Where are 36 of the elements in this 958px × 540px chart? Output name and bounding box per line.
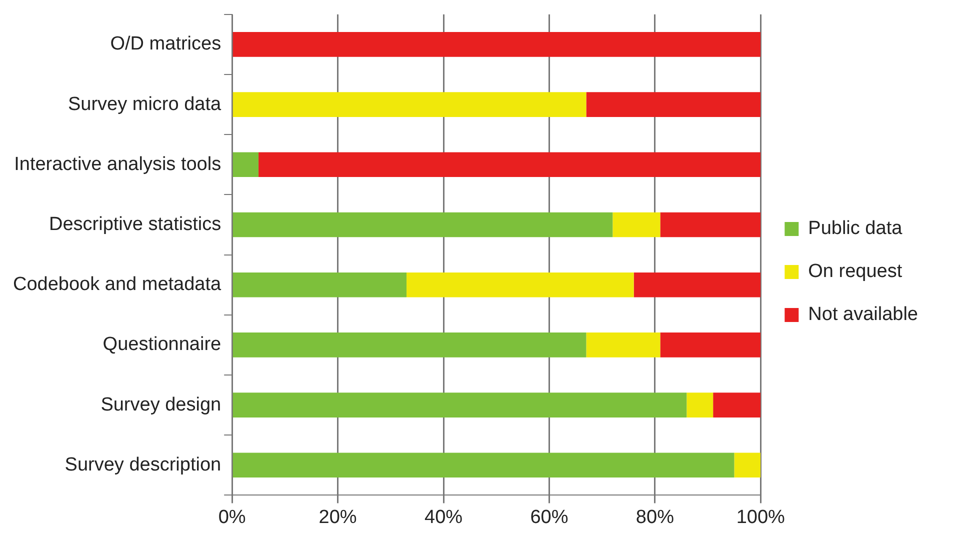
bar xyxy=(232,452,734,478)
bar xyxy=(232,32,761,57)
y-tick-label: Survey micro data xyxy=(68,94,222,115)
x-tick-label: 60% xyxy=(530,506,568,528)
bar xyxy=(232,392,687,418)
x-tick-label: 0% xyxy=(218,506,246,528)
bar xyxy=(586,92,761,117)
y-tick-label: Interactive analysis tools xyxy=(14,154,222,175)
bar xyxy=(612,212,660,238)
x-tick-label: 80% xyxy=(636,506,674,528)
y-tick-label: O/D matrices xyxy=(110,34,222,55)
bar xyxy=(406,272,634,298)
x-tick-label: 40% xyxy=(424,506,463,528)
legend-label: On request xyxy=(808,261,903,282)
x-tick-label: 100% xyxy=(736,506,786,528)
bar xyxy=(586,332,660,358)
bar xyxy=(232,332,586,358)
bar xyxy=(232,212,613,238)
bar xyxy=(232,92,586,117)
legend-label: Not available xyxy=(808,304,918,326)
y-tick-label: Codebook and metadata xyxy=(12,274,222,296)
x-tick-label: 20% xyxy=(318,506,357,528)
y-tick-label: Questionnaire xyxy=(102,334,222,356)
y-tick-label: Survey design xyxy=(100,394,222,416)
bar xyxy=(232,272,407,298)
bar xyxy=(686,392,714,418)
legend-label: Public data xyxy=(808,218,903,240)
bar xyxy=(660,212,761,238)
bar xyxy=(634,272,761,298)
bar xyxy=(734,452,761,478)
y-tick-label: Survey description xyxy=(64,454,222,476)
bar xyxy=(713,392,761,418)
bar xyxy=(232,152,259,178)
bar xyxy=(258,152,761,178)
bar xyxy=(660,332,761,358)
y-tick-label: Descriptive statistics xyxy=(48,214,222,235)
